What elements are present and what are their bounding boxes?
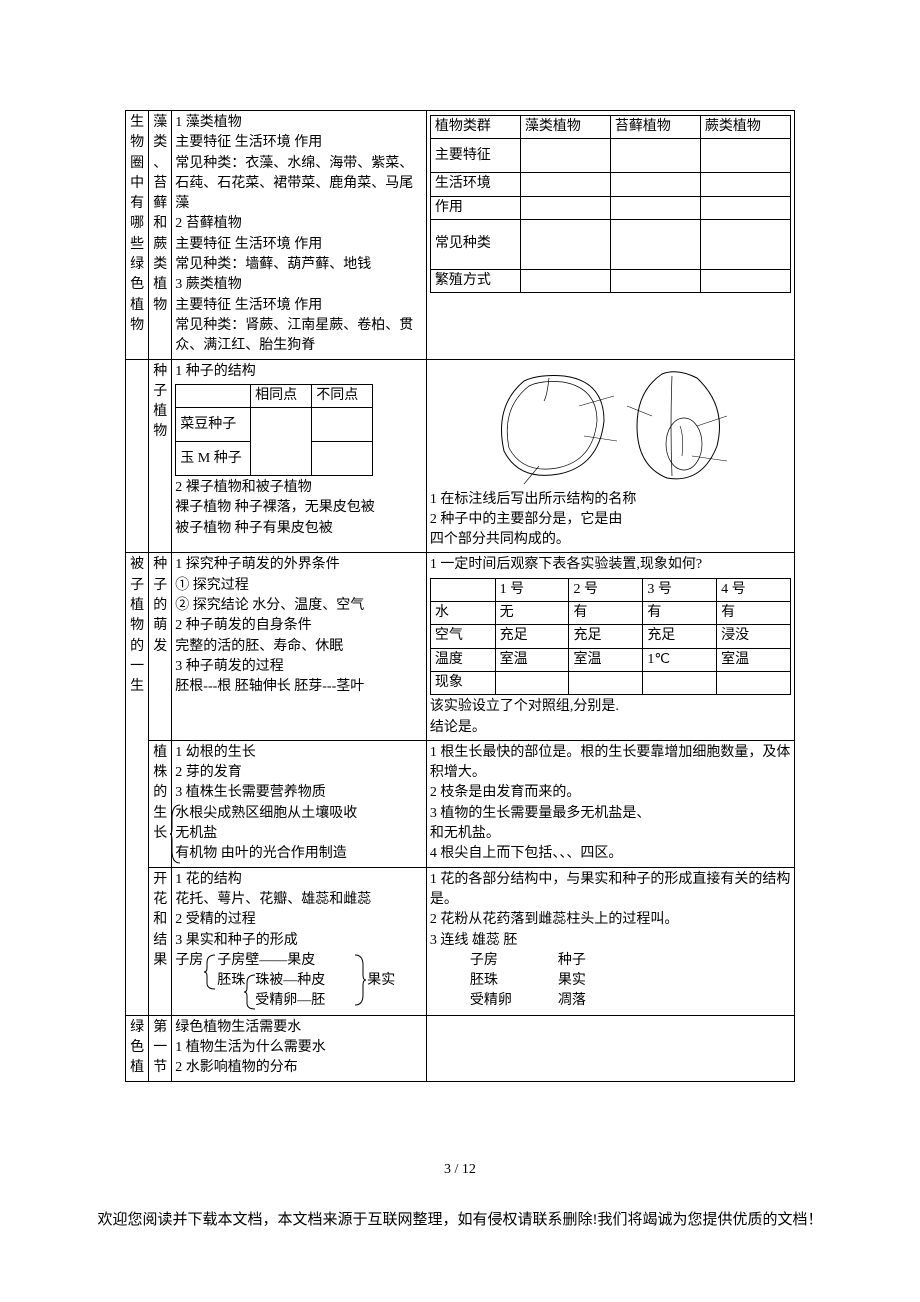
th-moss: 苔藓植物 [610,116,700,139]
bracket3-icon [353,953,367,1007]
fruit-formation-diagram: 子房 子房壁——果皮 胚珠 珠被—种皮 果实 受精卵—胚 [175,951,423,1013]
subcat-flower-fruit: 开花和结果 [149,867,172,1015]
exercise-plant-groups: 植物类群 藻类植物 苔藓植物 蕨类植物 主要特征 生活环境 作用 常见种类 繁殖… [426,111,794,360]
row-seed-plants: 种子植物 1 种子的结构 相同点 不同点 菜豆种子 玉 M 种子 2 裸子植物和… [126,359,795,553]
cat-green-plant-water: 绿色植 [126,1015,149,1081]
exercise-seed: 1 在标注线后写出所示结构的名称2 种子中的主要部分是，它是由四个部分共同构成的… [426,359,794,553]
sc-diff: 不同点 [312,384,373,407]
sc-same: 相同点 [251,384,312,407]
row-flower-fruit: 开花和结果 1 花的结构花托、萼片、花瓣、雄蕊和雌蕊2 受精的过程3 果实和种子… [126,867,795,1015]
exercise-germination: 1 一定时间后观察下表各实验装置,现象如何? 1 号 2 号 3 号 4 号 水… [426,553,794,740]
footer-text: 欢迎您阅读并下载本文档，本文档来源于互联网整理，如有侵权请联系删除!我们将竭诚为… [0,1208,920,1229]
match-pairs: 子房种子 胚珠果实 受精卵凋落 [430,951,791,1012]
germ-q2: 该实验设立了个对照组,分别是.结论是。 [430,697,791,738]
table-experiment: 1 号 2 号 3 号 4 号 水无有有有 空气充足充足充足浸没 温度室温室温1… [430,578,791,695]
row-plant-growth: 植株的生长 1 幼根的生长2 芽的发育3 植株生长需要营养物质水根尖成熟区细胞从… [126,740,795,867]
seed-questions: 1 在标注线后写出所示结构的名称2 种子中的主要部分是，它是由四个部分共同构成的… [430,490,791,551]
row-use: 作用 [430,196,520,219]
subcat-growth: 植株的生长 [149,740,172,867]
content-algae-moss-fern: 1 藻类植物主要特征 生活环境 作用常见种类：衣藻、水绵、海带、紫菜、石莼、石花… [172,111,427,360]
content-seed-structure: 1 种子的结构 相同点 不同点 菜豆种子 玉 M 种子 2 裸子植物和被子植物裸… [172,359,427,553]
page: 生物圈中有哪些绿色植物 藻类、苔藓和蕨类植物 1 藻类植物主要特征 生活环境 作… [0,0,920,1082]
content-water: 绿色植物生活需要水1 植物生活为什么需要水2 水影响植物的分布 [172,1015,427,1081]
content-flower-fruit: 1 花的结构花托、萼片、花瓣、雄蕊和雌蕊2 受精的过程3 果实和种子的形成 子房… [172,867,427,1015]
th-algae: 藻类植物 [520,116,610,139]
row-common: 常见种类 [430,219,520,269]
cat-empty [126,359,149,553]
exercise-water [426,1015,794,1081]
germ-q1: 1 一定时间后观察下表各实验装置,现象如何? [430,555,791,575]
sc-corn: 玉 M 种子 [176,442,251,476]
row-water: 绿色植 第一节 绿色植物生活需要水1 植物生活为什么需要水2 水影响植物的分布 [126,1015,795,1081]
bracket1-icon [203,953,217,991]
sc-bean: 菜豆种子 [176,408,251,442]
subcat-section1: 第一节 [149,1015,172,1081]
page-number: 3 / 12 [0,1162,920,1178]
sc-blank [176,384,251,407]
row-reproduce: 繁殖方式 [430,269,520,292]
seed-after: 2 裸子植物和被子植物裸子植物 种子裸落，无果皮包被被子植物 种子有果皮包被 [175,478,423,539]
subcat-algae-moss-fern: 藻类、苔藓和蕨类植物 [149,111,172,360]
content-growth: 1 幼根的生长2 芽的发育3 植株生长需要营养物质水根尖成熟区细胞从土壤吸收无机… [172,740,427,867]
exercise-growth: 1 根生长最快的部位是。根的生长要靠增加细胞数量，及体积增大。2 枝条是由发育而… [426,740,794,867]
subcat-seed-plants: 种子植物 [149,359,172,553]
cat-biosphere-plants: 生物圈中有哪些绿色植物 [126,111,149,360]
row-plants-nonseed: 生物圈中有哪些绿色植物 藻类、苔藓和蕨类植物 1 藻类植物主要特征 生活环境 作… [126,111,795,360]
bracket2-icon [243,973,257,1011]
table-seed-compare: 相同点 不同点 菜豆种子 玉 M 种子 [175,384,373,476]
th-group: 植物类群 [430,116,520,139]
row-env: 生活环境 [430,173,520,196]
table-plant-groups: 植物类群 藻类植物 苔藓植物 蕨类植物 主要特征 生活环境 作用 常见种类 繁殖… [430,115,791,293]
bracket-icon [170,803,182,865]
main-table: 生物圈中有哪些绿色植物 藻类、苔藓和蕨类植物 1 藻类植物主要特征 生活环境 作… [125,110,795,1082]
seed-title: 1 种子的结构 [175,362,423,382]
cat-angiosperm-life: 被子植物的一生 [126,553,149,1015]
exercise-flower-fruit: 1 花的各部分结构中，与果实和种子的形成直接有关的结构是。2 花粉从花药落到雌蕊… [426,867,794,1015]
th-fern: 蕨类植物 [700,116,790,139]
row-feature: 主要特征 [430,139,520,173]
content-germination: 1 探究种子萌发的外界条件① 探究过程② 探究结论 水分、温度、空气2 种子萌发… [172,553,427,740]
subcat-germination: 种子的萌发 [149,553,172,740]
row-germination: 被子植物的一生 种子的萌发 1 探究种子萌发的外界条件① 探究过程② 探究结论 … [126,553,795,740]
seed-diagram [430,362,791,490]
